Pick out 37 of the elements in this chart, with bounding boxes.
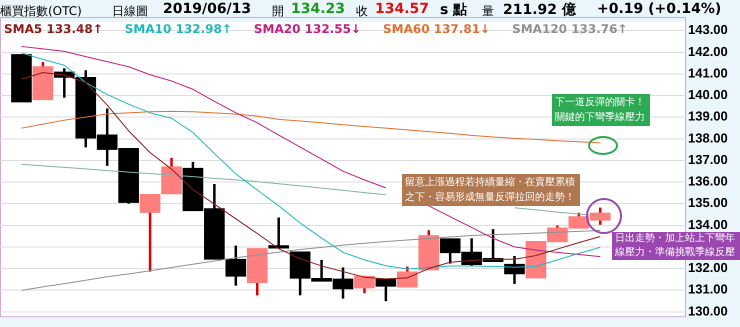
y-tick-label: 142.00: [688, 44, 728, 59]
y-tick-label: 134.00: [688, 216, 728, 232]
text: SMA120 133.76↑: [512, 22, 628, 36]
text: 134.57: [375, 1, 430, 17]
text: 日線圖: [112, 3, 148, 20]
annotation: 留意上漲過程若持續量縮・在賣壓累積之下・容易形成無量反彈拉回的走勢！: [402, 174, 580, 206]
text: 2019/06/13: [163, 1, 252, 17]
y-tick-label: 139.00: [688, 108, 728, 124]
candlestick: [504, 254, 525, 286]
candlestick: [396, 265, 418, 288]
y-tick-label: 136.00: [688, 174, 728, 189]
y-tick-label: 135.00: [688, 195, 728, 210]
text: 收: [356, 3, 368, 20]
y-tick-label: 143.00: [688, 22, 728, 38]
text: 211.92 億: [503, 1, 576, 19]
text: SMA5 133.48↑: [4, 22, 103, 36]
annotation: 下一道反彈的關卡！關鍵的下彎季線壓力: [552, 94, 650, 126]
text: 134.23: [291, 1, 346, 17]
y-tick-label: 132.00: [688, 260, 728, 276]
y-tick-label: 140.00: [688, 87, 728, 102]
text: +0.19 (+0.14%): [597, 1, 722, 17]
text: 日出走勢・加上站上下彎年線壓力・準備挑戰季線反壓: [612, 232, 740, 260]
text: s 點: [440, 1, 468, 19]
text: SMA20 132.55↓: [254, 22, 361, 36]
candlestick: [354, 274, 375, 294]
y-tick-label: 137.00: [688, 152, 728, 167]
y-tick-label: 131.00: [688, 282, 728, 297]
text: SMA60 137.81↓: [382, 22, 490, 36]
chart-title: 櫃買指數(OTC): [0, 3, 82, 20]
y-tick-label: 138.00: [688, 130, 728, 146]
candlestick: [225, 244, 246, 287]
y-tick-label: 130.00: [688, 303, 728, 318]
text: 開: [272, 3, 284, 20]
text: 量: [482, 3, 494, 20]
candlestick: [376, 278, 396, 302]
y-tick-label: 141.00: [688, 65, 728, 80]
text: SMA10 132.98↑: [124, 22, 232, 36]
